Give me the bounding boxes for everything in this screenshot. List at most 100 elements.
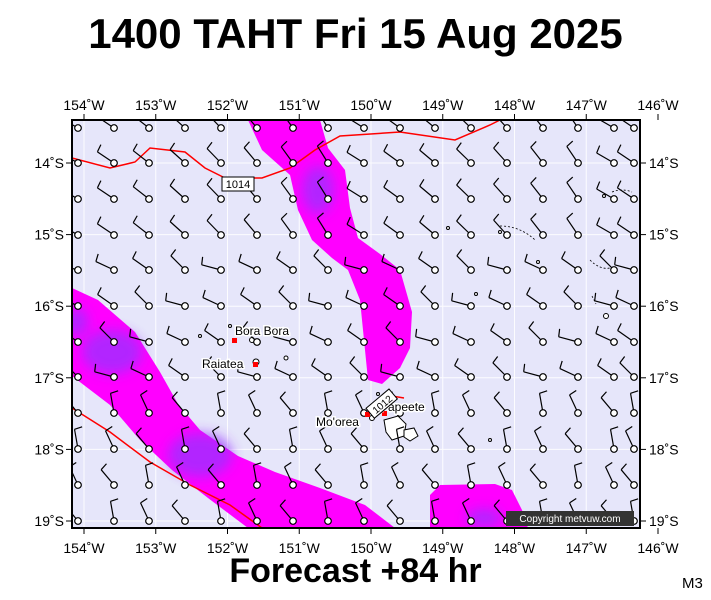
island-tuamotu-5: [603, 313, 609, 319]
wind-barb-feather: [130, 360, 134, 369]
wind-barb-feather: [240, 287, 245, 295]
wind-barb-feather: [242, 321, 249, 329]
wind-barb-feather: [487, 256, 490, 265]
wind-barb-station: [110, 481, 118, 489]
wind-barb-station: [539, 266, 547, 274]
wind-barb-station: [110, 445, 118, 453]
wind-barb-station: [467, 373, 475, 381]
wind-barb-station: [289, 195, 297, 203]
wind-barb-station: [110, 231, 118, 239]
wind-barb-feather: [169, 214, 176, 222]
wind-barb-station: [253, 124, 261, 132]
wind-barb-station: [181, 481, 189, 489]
wind-barb-station: [539, 302, 547, 310]
wind-barb-station: [324, 302, 332, 310]
wind-barb-station: [539, 373, 547, 381]
raiatea-label: Raiatea: [202, 357, 244, 371]
wind-barb-feather: [207, 463, 214, 471]
wind-barb-station: [574, 481, 582, 489]
island-tuamotu-1: [446, 226, 450, 230]
wind-barb-station: [503, 373, 511, 381]
wind-barb-feather: [381, 253, 385, 262]
wind-barb-station: [253, 302, 261, 310]
island-maupiti: [198, 334, 202, 338]
wind-barb-feather: [132, 251, 137, 259]
place-markers: Bora Bora Raiatea Mo'orea Papeete: [201, 323, 427, 431]
wind-barb-feather: [169, 142, 176, 150]
wind-barb-station: [467, 517, 475, 525]
wind-barb-station: [630, 302, 638, 310]
wind-barb-station: [289, 517, 297, 525]
wind-barb-station: [360, 159, 368, 167]
wind-barb-feather: [346, 180, 351, 189]
wind-barb-station: [289, 124, 297, 132]
wind-barb-station: [360, 517, 368, 525]
wind-barb-feather: [569, 497, 577, 504]
wind-barb-station: [253, 195, 261, 203]
wind-barb-station: [181, 195, 189, 203]
wind-barb-station: [360, 445, 368, 453]
wind-barb-station: [630, 124, 638, 132]
wind-barb-feather: [619, 356, 626, 364]
wind-barb-feather: [563, 285, 570, 293]
wind-barb-station: [360, 195, 368, 203]
lon-label-bottom: 148˚W: [494, 540, 536, 556]
wind-barb-feather: [574, 462, 583, 466]
wind-barb-station: [431, 373, 439, 381]
wind-barb-feather: [346, 144, 351, 153]
wind-barb-feather: [558, 328, 561, 337]
wind-barb-feather: [60, 290, 62, 298]
wind-barb-station: [396, 517, 404, 525]
wind-barb-feather: [431, 498, 440, 502]
wind-barb-station: [324, 517, 332, 525]
wind-barb-feather: [317, 212, 324, 219]
wind-barb-station: [74, 338, 82, 346]
wind-barb-feather: [426, 425, 434, 432]
wind-barb-station: [324, 445, 332, 453]
wind-barb-feather: [462, 389, 470, 396]
wind-barb-station: [467, 266, 475, 274]
wind-barb-station: [467, 195, 475, 203]
wind-barb-feather: [105, 425, 113, 432]
island-tupai: [228, 324, 232, 328]
isobar-1014-line: [72, 120, 501, 179]
wind-barb-station: [610, 409, 618, 417]
lon-label-bottom: 149˚W: [422, 540, 464, 556]
wind-barb-station: [181, 302, 189, 310]
wind-barb-station: [253, 231, 261, 239]
wind-barb-station: [467, 409, 475, 417]
wind-barb-station: [324, 338, 332, 346]
wind-barb-feather: [529, 463, 536, 471]
wind-barb-station: [289, 159, 297, 167]
wind-barb-feather: [630, 390, 639, 394]
wind-barb-feather: [280, 140, 288, 148]
wind-barb-feather: [620, 463, 627, 471]
wind-barb-station: [467, 445, 475, 453]
axis-ticks: [66, 114, 659, 534]
wind-barb-feather: [238, 253, 242, 262]
wind-barb-feather: [383, 143, 389, 152]
wind-barb-station: [145, 195, 153, 203]
wind-barb-station: [360, 302, 368, 310]
wind-barb-feather: [94, 363, 97, 372]
wind-barb-station: [396, 124, 404, 132]
island-tuamotu-2: [498, 230, 502, 234]
wind-barb-station: [630, 373, 638, 381]
wind-barb-station: [539, 445, 547, 453]
wind-barb-station: [574, 266, 582, 274]
wind-barb-feather: [596, 217, 601, 226]
island-tuamotu-6: [474, 292, 478, 296]
wind-barb-feather: [569, 389, 577, 396]
wind-barb-station: [324, 195, 332, 203]
wind-barb-station: [431, 266, 439, 274]
lat-label-right: 19˚S: [649, 513, 679, 529]
copyright-box: Copyright metvuw.com: [506, 511, 634, 526]
wind-barb-feather: [284, 461, 292, 468]
wind-barb-station: [610, 445, 618, 453]
wind-barb-station: [145, 266, 153, 274]
wind-barb-station: [503, 231, 511, 239]
wind-barb-feather: [324, 390, 333, 394]
wind-barb-feather: [597, 358, 602, 366]
wind-barb-station: [539, 159, 547, 167]
wind-barb-feather: [526, 287, 531, 295]
